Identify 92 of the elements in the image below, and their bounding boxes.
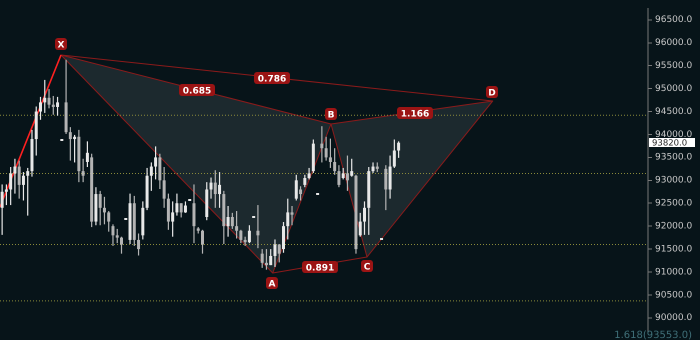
candlestick xyxy=(358,212,362,238)
candlestick xyxy=(273,238,276,268)
y-tick-label: 96000.0 xyxy=(655,38,692,48)
y-tick-label: 90500.0 xyxy=(655,290,692,300)
candlestick xyxy=(107,210,110,232)
candlestick xyxy=(256,204,260,249)
candlestick xyxy=(397,140,400,158)
candlestick xyxy=(308,167,311,180)
candlestick xyxy=(154,146,158,180)
candlestick xyxy=(43,79,46,114)
candlestick xyxy=(158,153,162,190)
y-tick-label: 91500.0 xyxy=(655,244,692,254)
candlestick xyxy=(26,167,30,216)
annotation: 0.891 xyxy=(306,264,334,274)
candlestick xyxy=(230,212,234,230)
candlestick xyxy=(56,96,60,116)
candlestick xyxy=(320,126,324,164)
candlestick xyxy=(269,248,272,266)
y-tick-label: 96500.0 xyxy=(655,15,692,26)
y-tick-label: 90000.0 xyxy=(655,313,692,324)
candlestick xyxy=(150,162,153,192)
candlestick xyxy=(86,140,89,168)
candlestick xyxy=(39,96,42,120)
candlestick xyxy=(137,232,140,256)
candlestick xyxy=(372,162,375,174)
candlestick xyxy=(346,154,349,192)
candlestick xyxy=(162,166,166,208)
candlestick xyxy=(180,202,183,218)
candlestick xyxy=(175,193,178,216)
y-tick-label: 92500.0 xyxy=(655,198,692,209)
candlestick xyxy=(299,186,302,202)
candlestick xyxy=(111,224,114,246)
candlestick xyxy=(392,138,396,169)
candlestick xyxy=(214,170,217,208)
candlestick xyxy=(166,193,170,230)
candlestick xyxy=(235,210,238,240)
y-tick-label: 94000.0 xyxy=(655,130,692,140)
y-tick-label: 91000.0 xyxy=(655,267,692,278)
annotation: 1.618(93553.0) xyxy=(614,330,692,340)
text: 93820.0 xyxy=(652,138,688,149)
annotation: D xyxy=(488,88,496,98)
y-tick-label: 93500.0 xyxy=(655,152,692,163)
candlestick xyxy=(48,88,51,109)
y-tick-label: 95000.0 xyxy=(655,84,692,94)
candlestick xyxy=(337,164,340,188)
y-tick-label: 92000.0 xyxy=(655,222,692,232)
candlestick xyxy=(102,196,106,225)
candlestick xyxy=(333,148,336,176)
candlestick xyxy=(184,200,187,214)
candlestick xyxy=(303,174,306,188)
candlestick xyxy=(226,205,230,238)
candlestick xyxy=(376,162,379,173)
candlestick xyxy=(328,138,332,169)
candlestick xyxy=(192,184,196,244)
annotation: 1.166 xyxy=(400,110,430,120)
candlestick xyxy=(22,171,25,202)
y-tick-label: 94500.0 xyxy=(655,106,692,117)
candlestick xyxy=(278,243,281,263)
candlestick xyxy=(9,166,12,206)
candlestick xyxy=(201,229,204,254)
candlestick xyxy=(294,174,298,202)
candlestick xyxy=(120,236,123,254)
candlestick xyxy=(260,248,264,268)
candlestick xyxy=(388,154,392,200)
candlestick xyxy=(18,160,21,200)
candlestick xyxy=(82,158,85,183)
candlestick xyxy=(218,171,222,208)
candlestick xyxy=(0,184,4,236)
annotation: X xyxy=(58,40,65,50)
candlestick xyxy=(68,126,72,162)
annotation: B xyxy=(328,110,335,120)
candlestick xyxy=(282,221,285,254)
candlestick xyxy=(13,158,16,194)
candlestick xyxy=(239,229,242,244)
annotation: 0.685 xyxy=(182,86,212,96)
candlestick xyxy=(286,198,290,240)
candlestick xyxy=(342,167,345,180)
candlestick xyxy=(171,200,174,238)
annotation: 0.786 xyxy=(258,74,286,84)
candlestick xyxy=(4,184,8,206)
annotation: A xyxy=(268,280,276,290)
y-tick-label: 95500.0 xyxy=(655,61,692,72)
candlestick xyxy=(324,136,328,162)
candlestick xyxy=(350,158,354,178)
candlestick xyxy=(52,95,55,116)
annotation: C xyxy=(364,262,371,272)
candlestick xyxy=(248,224,251,244)
candlestick xyxy=(210,176,213,200)
candlestick xyxy=(98,190,102,226)
y-tick-label: 93000.0 xyxy=(655,176,692,186)
candlestick xyxy=(363,200,366,236)
candlestick xyxy=(384,164,388,211)
